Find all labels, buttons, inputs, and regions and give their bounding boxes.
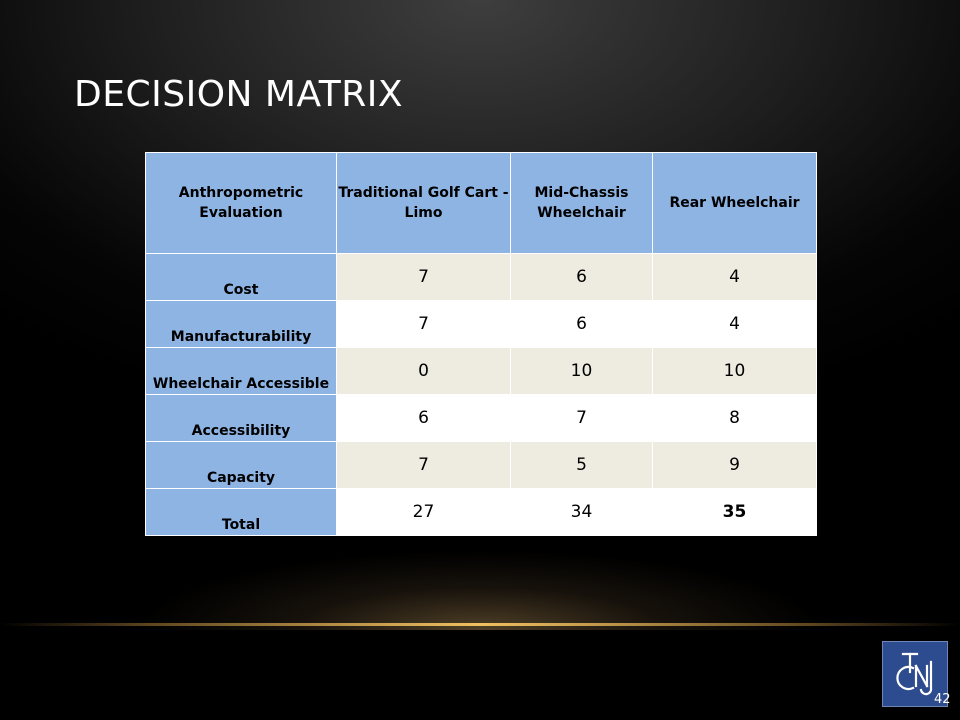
header-criteria: Anthropometric Evaluation xyxy=(145,152,337,254)
cell-value: 6 xyxy=(336,394,511,442)
cell-value: 9 xyxy=(652,441,817,489)
cell-value: 0 xyxy=(336,347,511,395)
cell-value: 27 xyxy=(336,488,511,536)
slide-number: 42 xyxy=(934,692,951,707)
cell-value-best: 35 xyxy=(652,488,817,536)
table-row: Capacity 7 5 9 xyxy=(145,441,817,489)
cell-value: 6 xyxy=(510,300,653,348)
header-golf-cart-limo: Traditional Golf Cart -Limo xyxy=(336,152,511,254)
table-row: Wheelchair Accessible 0 10 10 xyxy=(145,347,817,395)
row-label-wheelchair-accessible: Wheelchair Accessible xyxy=(145,347,337,395)
slide-title: DECISION MATRIX xyxy=(74,74,404,115)
cell-value: 6 xyxy=(510,253,653,301)
gold-glow xyxy=(0,520,960,630)
table-row: Manufacturability 7 6 4 xyxy=(145,300,817,348)
decision-matrix-table: Anthropometric Evaluation Traditional Go… xyxy=(145,152,817,536)
cell-value: 10 xyxy=(510,347,653,395)
row-label-total: Total xyxy=(145,488,337,536)
table-row: Accessibility 6 7 8 xyxy=(145,394,817,442)
cell-value: 7 xyxy=(336,300,511,348)
tcnj-logo-icon xyxy=(882,641,948,707)
row-label-accessibility: Accessibility xyxy=(145,394,337,442)
gold-divider-line xyxy=(0,623,960,626)
table-header-row: Anthropometric Evaluation Traditional Go… xyxy=(145,152,817,254)
row-label-cost: Cost xyxy=(145,253,337,301)
header-rear-wheelchair: Rear Wheelchair xyxy=(652,152,817,254)
table-row: Cost 7 6 4 xyxy=(145,253,817,301)
cell-value: 7 xyxy=(510,394,653,442)
row-label-manufacturability: Manufacturability xyxy=(145,300,337,348)
cell-value: 5 xyxy=(510,441,653,489)
row-label-capacity: Capacity xyxy=(145,441,337,489)
table-row: Total 27 34 35 xyxy=(145,488,817,536)
cell-value: 10 xyxy=(652,347,817,395)
cell-value: 4 xyxy=(652,300,817,348)
cell-value: 34 xyxy=(510,488,653,536)
cell-value: 4 xyxy=(652,253,817,301)
cell-value: 7 xyxy=(336,441,511,489)
cell-value: 7 xyxy=(336,253,511,301)
cell-value: 8 xyxy=(652,394,817,442)
header-mid-chassis-wheelchair: Mid-Chassis Wheelchair xyxy=(510,152,653,254)
